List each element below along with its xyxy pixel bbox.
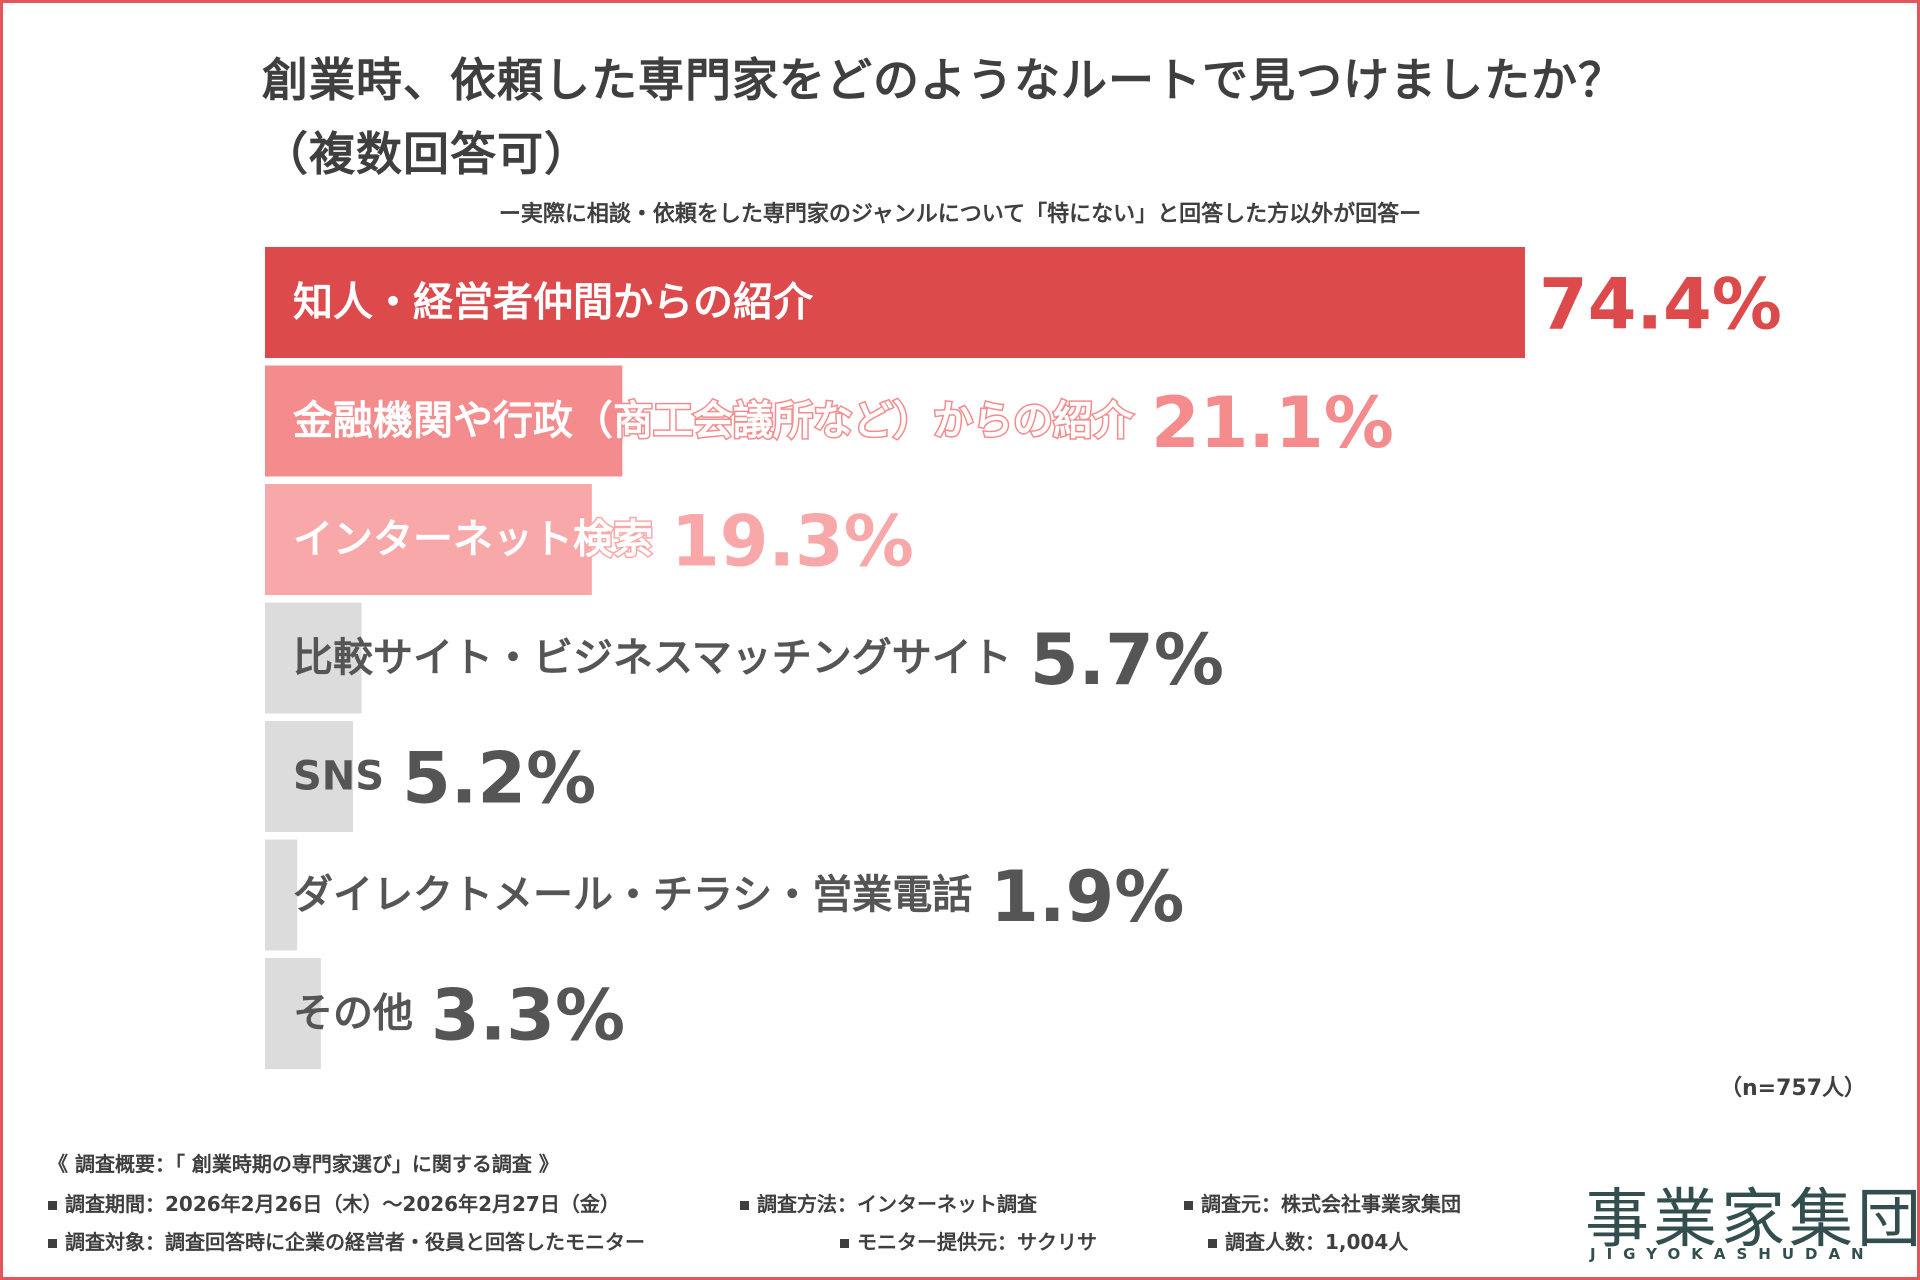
bullet-square-icon <box>1184 1201 1193 1210</box>
bullet-square-icon <box>48 1201 57 1210</box>
category-label-1: 金融機関や行政（商工会議所など）からの紹介 <box>292 398 1134 444</box>
value-label-6: 3.3% <box>431 975 625 1057</box>
bar-4 <box>265 721 354 832</box>
survey-source-text: 調査元：株式会社事業家集団 <box>1201 1192 1461 1216</box>
bar-0 <box>265 247 1525 358</box>
company-logo: 事業家集団 <box>1585 1183 1920 1257</box>
survey-target-text: 調査対象：調査回答時に企業の経営者・役員と回答したモニター <box>65 1230 645 1254</box>
bullet-square-icon <box>840 1239 849 1248</box>
company-logo-subtext: JIGYOKASHUDAN <box>1590 1245 1875 1263</box>
bar-2 <box>265 484 592 595</box>
value-label-3: 5.7% <box>1030 619 1224 701</box>
survey-provider-text: モニター提供元：サクリサ <box>857 1230 1097 1254</box>
survey-count-text: 調査人数：1,004人 <box>1225 1230 1409 1254</box>
survey-count: 調査人数：1,004人 <box>1208 1226 1408 1255</box>
survey-target: 調査対象：調査回答時に企業の経営者・役員と回答したモニター <box>48 1226 645 1255</box>
category-label-2: インターネット検索 <box>293 517 653 563</box>
bullet-square-icon <box>740 1201 749 1210</box>
value-label-5: 1.9% <box>990 856 1184 938</box>
survey-heading: 《 調査概要：「 創業時期の専門家選び」に関する調査 》 <box>48 1152 559 1176</box>
category-label-3: 比較サイト・ビジネスマッチングサイト <box>293 635 1012 681</box>
survey-method: 調査方法：インターネット調査 <box>740 1188 1037 1217</box>
survey-source: 調査元：株式会社事業家集団 <box>1184 1188 1461 1217</box>
survey-provider: モニター提供元：サクリサ <box>840 1226 1097 1255</box>
value-label-2: 19.3% <box>671 501 914 583</box>
bar-3 <box>265 602 362 714</box>
category-label-5: ダイレクトメール・チラシ・営業電話 <box>293 872 972 918</box>
bar-5 <box>265 839 298 951</box>
value-label-0: 74.4% <box>1539 264 1782 346</box>
survey-period-text: 調査期間：2026年2月26日（木）〜2026年2月27日（金） <box>65 1192 620 1216</box>
chart-subtitle: ー実際に相談・依頼をした専門家のジャンルについて「特にない」と回答した方以外が回… <box>498 202 1422 227</box>
bullet-square-icon <box>1208 1239 1217 1248</box>
bar-6 <box>265 958 321 1069</box>
value-label-1: 21.1% <box>1151 382 1394 464</box>
survey-method-text: 調査方法：インターネット調査 <box>757 1192 1037 1216</box>
category-label-0: 知人・経営者仲間からの紹介 <box>293 280 814 326</box>
sample-size-label: （n=757人） <box>1720 1076 1867 1101</box>
bullet-square-icon <box>48 1239 57 1248</box>
survey-period: 調査期間：2026年2月26日（木）〜2026年2月27日（金） <box>48 1188 620 1217</box>
chart-title: 創業時、依頼した専門家をどのようなルートで見つけましたか？ <box>262 53 1625 107</box>
bar-1 <box>265 365 623 477</box>
category-label-6: その他 <box>293 991 413 1037</box>
category-label-4: SNS <box>293 754 384 800</box>
chart-title-note: （複数回答可） <box>262 127 591 181</box>
value-label-4: 5.2% <box>402 738 596 820</box>
